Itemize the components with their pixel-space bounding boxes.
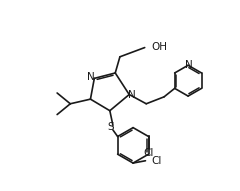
Text: OH: OH: [151, 42, 167, 52]
Text: Cl: Cl: [143, 148, 154, 159]
Text: Cl: Cl: [151, 156, 161, 166]
Text: S: S: [107, 122, 114, 132]
Text: N: N: [87, 72, 95, 82]
Text: N: N: [185, 60, 193, 70]
Text: N: N: [128, 90, 136, 100]
